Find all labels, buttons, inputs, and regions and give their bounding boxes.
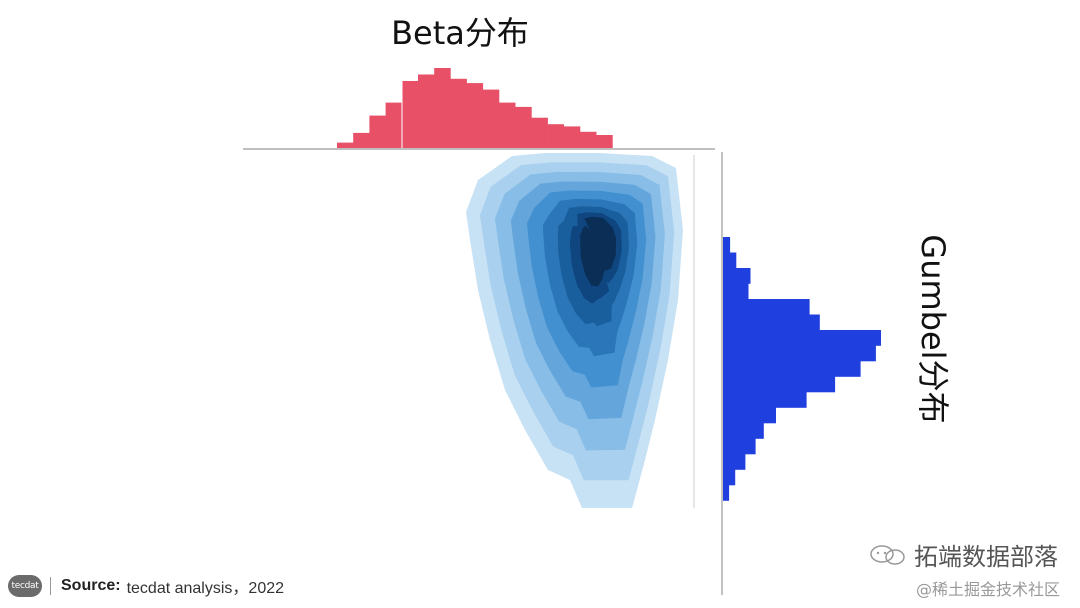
- source-footer: tecdat Source: tecdat analysis，2022: [8, 574, 284, 598]
- gumbel-bar: [723, 485, 730, 501]
- beta-bar: [450, 78, 467, 148]
- gumbel-bar: [723, 469, 736, 486]
- beta-bar: [369, 115, 386, 148]
- beta-title: Beta分布: [391, 14, 529, 52]
- gumbel-bar: [723, 345, 876, 362]
- beta-bar: [418, 74, 435, 148]
- gumbel-bar: [723, 392, 807, 408]
- beta-bar: [337, 142, 354, 148]
- watermark: 拓端数据部落: [868, 537, 1058, 572]
- logo-divider: [50, 577, 51, 595]
- source-text: tecdat analysis，2022: [126, 580, 285, 597]
- gumbel-bar: [723, 268, 751, 284]
- gumbel-bar: [723, 283, 749, 300]
- beta-histogram: [337, 68, 613, 148]
- beta-bar: [434, 68, 451, 148]
- beta-bar: [580, 131, 597, 148]
- beta-bar: [563, 126, 581, 148]
- gumbel-bar: [723, 330, 881, 346]
- gumbel-bar: [723, 423, 764, 439]
- gumbel-bar: [723, 361, 861, 377]
- tecdat-logo: tecdat: [8, 575, 42, 597]
- gumbel-bar: [723, 376, 836, 393]
- watermark-main: 拓端数据部落: [914, 543, 1058, 571]
- beta-bar: [482, 89, 500, 148]
- beta-bar: [499, 102, 516, 148]
- beta-bar: [596, 135, 613, 148]
- beta-bar: [466, 83, 484, 148]
- gumbel-title: Gumbel分布: [914, 234, 952, 424]
- watermark-sub: @稀土掘金技术社区: [915, 580, 1060, 599]
- gumbel-histogram: [723, 237, 881, 501]
- gumbel-bar: [723, 299, 810, 315]
- beta-bar: [515, 106, 532, 148]
- gumbel-bar: [723, 407, 776, 424]
- source-label: Source:: [61, 577, 121, 594]
- gumbel-bar: [723, 454, 746, 470]
- beta-bar: [353, 132, 370, 148]
- kde-level: [580, 216, 617, 287]
- gumbel-bar: [723, 237, 731, 253]
- beta-bar: [385, 102, 403, 148]
- gumbel-bar: [723, 438, 756, 455]
- gumbel-bar: [723, 252, 737, 269]
- beta-bar: [531, 117, 548, 148]
- gumbel-bar: [723, 314, 820, 331]
- joint-kde-contours: [466, 153, 683, 508]
- beta-bar: [547, 124, 565, 148]
- beta-bar: [401, 81, 419, 148]
- wechat-icon: [870, 544, 905, 565]
